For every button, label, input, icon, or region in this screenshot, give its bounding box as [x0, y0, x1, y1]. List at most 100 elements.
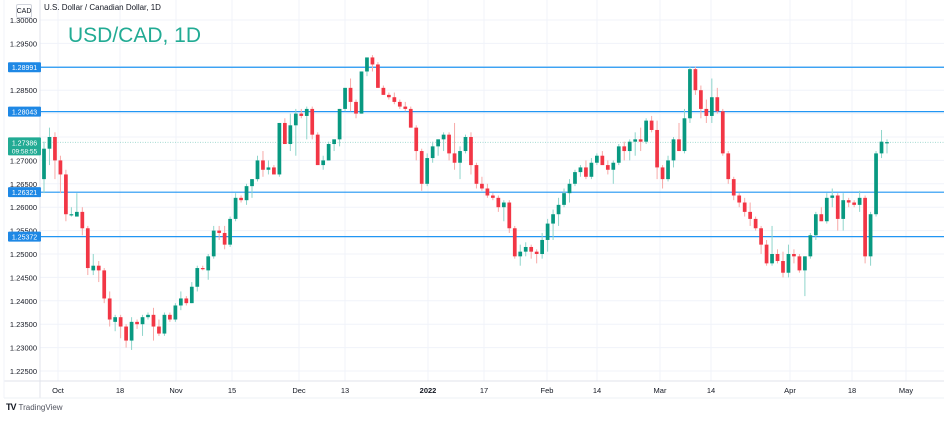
candle[interactable]	[228, 216, 232, 247]
candle[interactable]	[282, 118, 287, 145]
candle[interactable]	[852, 200, 857, 208]
candle[interactable]	[868, 211, 873, 266]
candle[interactable]	[671, 137, 676, 168]
candle[interactable]	[463, 134, 468, 154]
candle[interactable]	[91, 254, 96, 276]
candle[interactable]	[343, 87, 347, 112]
candle[interactable]	[293, 108, 298, 156]
candle[interactable]	[430, 141, 435, 163]
candle[interactable]	[206, 254, 211, 280]
candle[interactable]	[748, 202, 753, 226]
candle[interactable]	[720, 108, 725, 156]
candle[interactable]	[803, 256, 807, 297]
candle[interactable]	[753, 216, 758, 231]
candle[interactable]	[808, 232, 813, 259]
candle[interactable]	[157, 319, 161, 336]
candle[interactable]	[64, 169, 68, 222]
candle[interactable]	[731, 176, 736, 201]
currency-badge[interactable]: CAD	[16, 4, 32, 18]
candle[interactable]	[742, 197, 747, 217]
candle[interactable]	[660, 165, 665, 189]
candle[interactable]	[419, 148, 424, 191]
candle[interactable]	[217, 225, 222, 240]
candle[interactable]	[846, 197, 851, 208]
candle[interactable]	[200, 265, 205, 271]
candle[interactable]	[135, 319, 139, 329]
candle[interactable]	[775, 249, 780, 264]
candle[interactable]	[359, 71, 364, 114]
candle[interactable]	[118, 314, 123, 339]
candle[interactable]	[140, 314, 145, 336]
candle[interactable]	[704, 99, 709, 123]
candle[interactable]	[830, 188, 835, 208]
candle[interactable]	[715, 87, 720, 114]
candle[interactable]	[370, 55, 375, 72]
candle[interactable]	[786, 244, 791, 278]
candle[interactable]	[332, 139, 336, 152]
candle[interactable]	[392, 92, 397, 105]
candle[interactable]	[485, 183, 490, 198]
candle[interactable]	[414, 125, 419, 161]
candle[interactable]	[677, 122, 681, 152]
candle[interactable]	[299, 108, 304, 119]
candle[interactable]	[74, 193, 79, 217]
candle[interactable]	[709, 78, 714, 123]
candle[interactable]	[545, 218, 550, 252]
candle[interactable]	[688, 66, 692, 123]
candle[interactable]	[879, 129, 884, 159]
candle[interactable]	[53, 132, 57, 180]
candle[interactable]	[403, 101, 408, 112]
candle[interactable]	[512, 225, 517, 259]
candle[interactable]	[813, 211, 818, 240]
candle[interactable]	[244, 183, 249, 205]
candle[interactable]	[458, 146, 462, 180]
candle[interactable]	[699, 85, 703, 119]
candle[interactable]	[469, 132, 473, 175]
candle[interactable]	[239, 195, 243, 203]
candle[interactable]	[310, 106, 315, 140]
candle[interactable]	[573, 169, 577, 187]
candle[interactable]	[195, 265, 200, 292]
candle[interactable]	[42, 141, 46, 194]
candle[interactable]	[173, 303, 178, 322]
candle[interactable]	[425, 153, 430, 187]
candle[interactable]	[874, 151, 878, 217]
candle[interactable]	[69, 207, 74, 217]
candle[interactable]	[480, 176, 484, 191]
candle[interactable]	[534, 249, 539, 264]
candle[interactable]	[797, 254, 802, 273]
candle[interactable]	[47, 127, 52, 166]
candle[interactable]	[611, 160, 616, 184]
candle[interactable]	[693, 66, 698, 95]
candle[interactable]	[556, 197, 561, 226]
candle[interactable]	[354, 99, 358, 119]
candle[interactable]	[584, 160, 588, 180]
candle[interactable]	[146, 312, 150, 320]
candle[interactable]	[272, 165, 276, 175]
candle[interactable]	[781, 251, 785, 278]
candle[interactable]	[124, 324, 128, 348]
candle[interactable]	[551, 209, 555, 240]
candle[interactable]	[304, 106, 309, 140]
candle[interactable]	[726, 151, 731, 184]
candle[interactable]	[436, 139, 440, 156]
time-axis-ticks[interactable]: Oct 18 Nov 15 Dec 13 2022 17 Feb 14 Mar 14 Apr 18 May	[52, 386, 913, 395]
candle[interactable]	[595, 153, 599, 166]
price-axis-ticks[interactable]: 1.30000 1.29500 1.28500 1.27000 1.26500 1.260…	[10, 16, 37, 376]
candle[interactable]	[496, 195, 501, 212]
candle[interactable]	[211, 225, 216, 259]
candle[interactable]	[857, 190, 862, 212]
candle[interactable]	[523, 242, 528, 257]
candle[interactable]	[365, 57, 369, 77]
candle[interactable]	[863, 195, 867, 264]
candle[interactable]	[518, 244, 523, 266]
candle[interactable]	[381, 85, 386, 95]
candle[interactable]	[616, 144, 621, 166]
candle[interactable]	[649, 115, 654, 133]
candle[interactable]	[759, 225, 763, 254]
candle[interactable]	[337, 108, 342, 147]
candle[interactable]	[326, 141, 331, 161]
candle[interactable]	[627, 139, 632, 161]
candle[interactable]	[841, 193, 846, 231]
